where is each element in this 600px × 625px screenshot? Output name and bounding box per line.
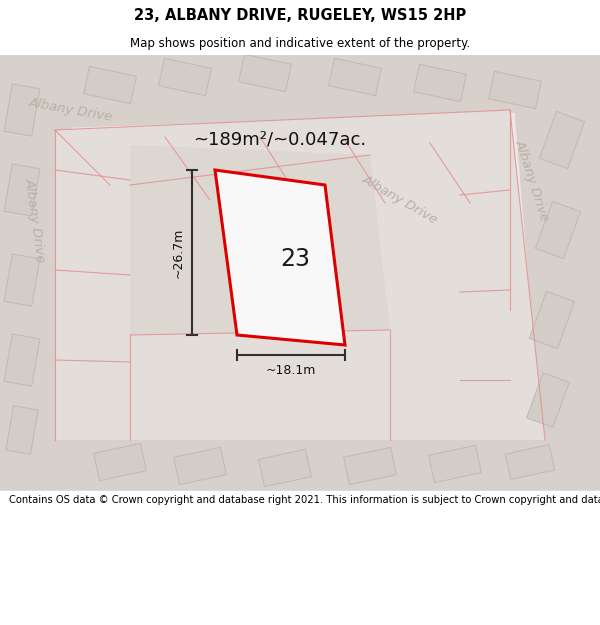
Polygon shape bbox=[173, 448, 226, 484]
Text: 23: 23 bbox=[281, 247, 311, 271]
Text: Albany Drive: Albany Drive bbox=[28, 96, 114, 124]
Polygon shape bbox=[510, 55, 600, 490]
Polygon shape bbox=[4, 254, 40, 306]
Polygon shape bbox=[0, 55, 75, 490]
Polygon shape bbox=[344, 448, 397, 484]
Polygon shape bbox=[413, 64, 466, 102]
Polygon shape bbox=[0, 440, 600, 490]
Polygon shape bbox=[535, 201, 581, 259]
Text: ~18.1m: ~18.1m bbox=[266, 364, 316, 378]
Polygon shape bbox=[539, 111, 584, 169]
Polygon shape bbox=[259, 449, 311, 487]
Polygon shape bbox=[428, 446, 481, 483]
Polygon shape bbox=[329, 58, 382, 96]
Text: Albany Drive: Albany Drive bbox=[360, 173, 440, 227]
Polygon shape bbox=[55, 110, 545, 440]
Polygon shape bbox=[83, 66, 136, 104]
Text: Map shows position and indicative extent of the property.: Map shows position and indicative extent… bbox=[130, 38, 470, 51]
Polygon shape bbox=[4, 164, 40, 216]
Polygon shape bbox=[527, 372, 569, 428]
Polygon shape bbox=[4, 334, 40, 386]
Polygon shape bbox=[505, 444, 555, 479]
Polygon shape bbox=[0, 55, 600, 130]
Text: Contains OS data © Crown copyright and database right 2021. This information is : Contains OS data © Crown copyright and d… bbox=[9, 496, 600, 506]
Polygon shape bbox=[158, 58, 211, 96]
Polygon shape bbox=[239, 54, 292, 92]
Text: Albany Drive: Albany Drive bbox=[23, 177, 47, 263]
Polygon shape bbox=[4, 84, 40, 136]
Polygon shape bbox=[130, 145, 390, 335]
Polygon shape bbox=[0, 55, 600, 490]
Polygon shape bbox=[6, 406, 38, 454]
Polygon shape bbox=[94, 443, 146, 481]
Text: ~189m²/~0.047ac.: ~189m²/~0.047ac. bbox=[193, 131, 367, 149]
Polygon shape bbox=[488, 71, 541, 109]
Polygon shape bbox=[529, 291, 575, 349]
Polygon shape bbox=[215, 170, 345, 345]
Text: Albany Drive: Albany Drive bbox=[512, 138, 551, 222]
Text: 23, ALBANY DRIVE, RUGELEY, WS15 2HP: 23, ALBANY DRIVE, RUGELEY, WS15 2HP bbox=[134, 8, 466, 23]
Text: ~26.7m: ~26.7m bbox=[172, 228, 185, 278]
